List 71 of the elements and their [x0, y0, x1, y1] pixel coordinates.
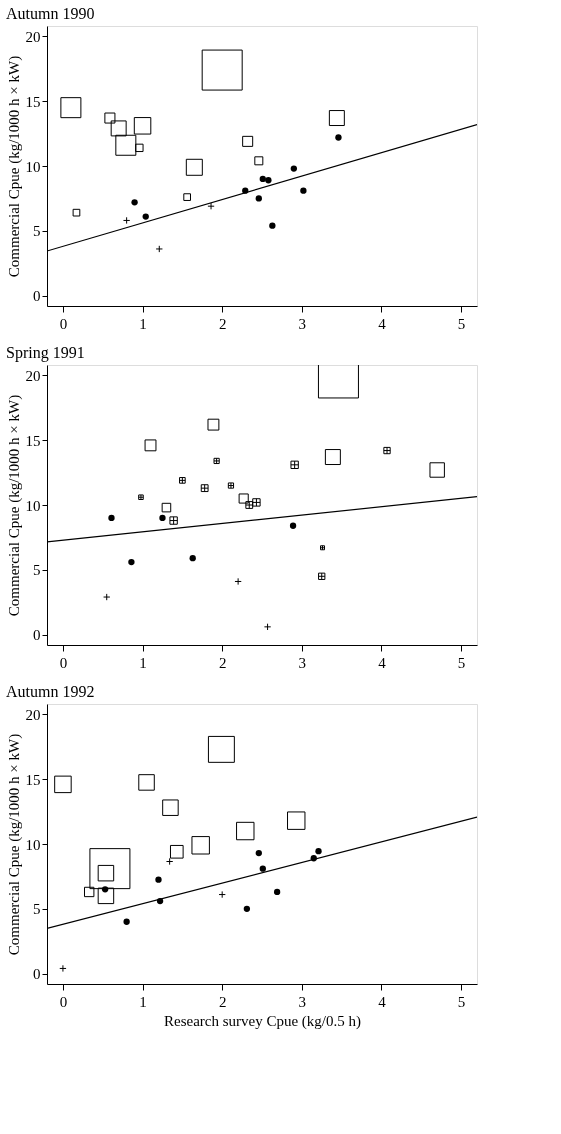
point — [155, 876, 162, 883]
y-tick-label: 15 — [25, 771, 41, 788]
point — [243, 905, 251, 912]
y-tick-label: 20 — [25, 367, 41, 384]
point — [189, 554, 196, 562]
point — [234, 577, 242, 586]
point — [265, 177, 272, 184]
x-tick-label: 5 — [457, 654, 466, 671]
x-tick-label: 5 — [457, 993, 466, 1010]
y-tick-label: 10 — [25, 836, 41, 853]
point — [335, 134, 342, 141]
point — [101, 886, 109, 893]
point — [218, 890, 226, 899]
point — [207, 202, 215, 210]
point — [123, 918, 130, 925]
point — [103, 593, 111, 601]
point — [159, 514, 166, 522]
y-tick-label: 15 — [25, 432, 41, 449]
x-tick-label: 4 — [378, 993, 387, 1010]
y-axis-title: Commercial Cpue (kg/1000 h × kW) — [5, 733, 23, 956]
point — [155, 245, 163, 253]
point — [273, 888, 281, 896]
x-tick-label: 2 — [218, 315, 227, 332]
x-tick-label: 1 — [139, 993, 147, 1010]
y-tick-label: 20 — [25, 706, 41, 723]
point — [263, 623, 272, 631]
point — [131, 199, 138, 206]
x-tick-label: 3 — [298, 993, 307, 1010]
y-tick-label: 5 — [33, 901, 41, 918]
y-axis-title: Commercial Cpue (kg/1000 h × kW) — [5, 394, 23, 617]
point — [142, 213, 149, 220]
y-tick-label: 5 — [33, 562, 41, 579]
point — [269, 222, 276, 229]
point — [59, 964, 67, 973]
x-tick-label: 0 — [59, 993, 68, 1010]
x-tick-label: 0 — [59, 315, 68, 332]
x-tick-label: 2 — [218, 654, 227, 671]
x-tick-label: 4 — [378, 315, 387, 332]
point — [259, 175, 266, 183]
y-tick-label: 15 — [25, 93, 41, 110]
point — [255, 195, 262, 202]
point — [255, 849, 262, 857]
y-tick-label: 10 — [25, 497, 41, 514]
point — [300, 187, 307, 194]
x-axis-title: Research survey Cpue (kg/0.5 h) — [163, 1012, 362, 1030]
x-tick-label: 1 — [139, 654, 147, 671]
x-tick-label: 5 — [457, 315, 466, 332]
x-tick-label: 1 — [139, 315, 147, 332]
chart-title: Spring 1991 — [6, 344, 85, 362]
y-tick-label: 0 — [33, 288, 41, 305]
x-tick-label: 3 — [298, 654, 307, 671]
y-tick-label: 0 — [33, 627, 41, 644]
point — [122, 216, 131, 225]
point — [108, 514, 115, 522]
y-tick-label: 10 — [25, 158, 41, 175]
chart-title: Autumn 1992 — [6, 683, 95, 700]
x-tick-label: 3 — [298, 315, 307, 332]
point — [128, 558, 135, 566]
x-tick-label: 2 — [218, 993, 227, 1010]
y-tick-label: 5 — [33, 223, 41, 240]
chart-title: Autumn 1990 — [6, 5, 95, 22]
y-tick-label: 0 — [33, 966, 41, 983]
point — [290, 165, 298, 172]
y-axis-title: Commercial Cpue (kg/1000 h × kW) — [5, 55, 23, 278]
point — [289, 522, 297, 529]
x-tick-label: 4 — [378, 654, 387, 671]
point — [315, 847, 322, 855]
x-tick-label: 0 — [59, 654, 68, 671]
y-tick-label: 20 — [25, 28, 41, 45]
point — [165, 857, 174, 866]
point — [259, 865, 266, 872]
